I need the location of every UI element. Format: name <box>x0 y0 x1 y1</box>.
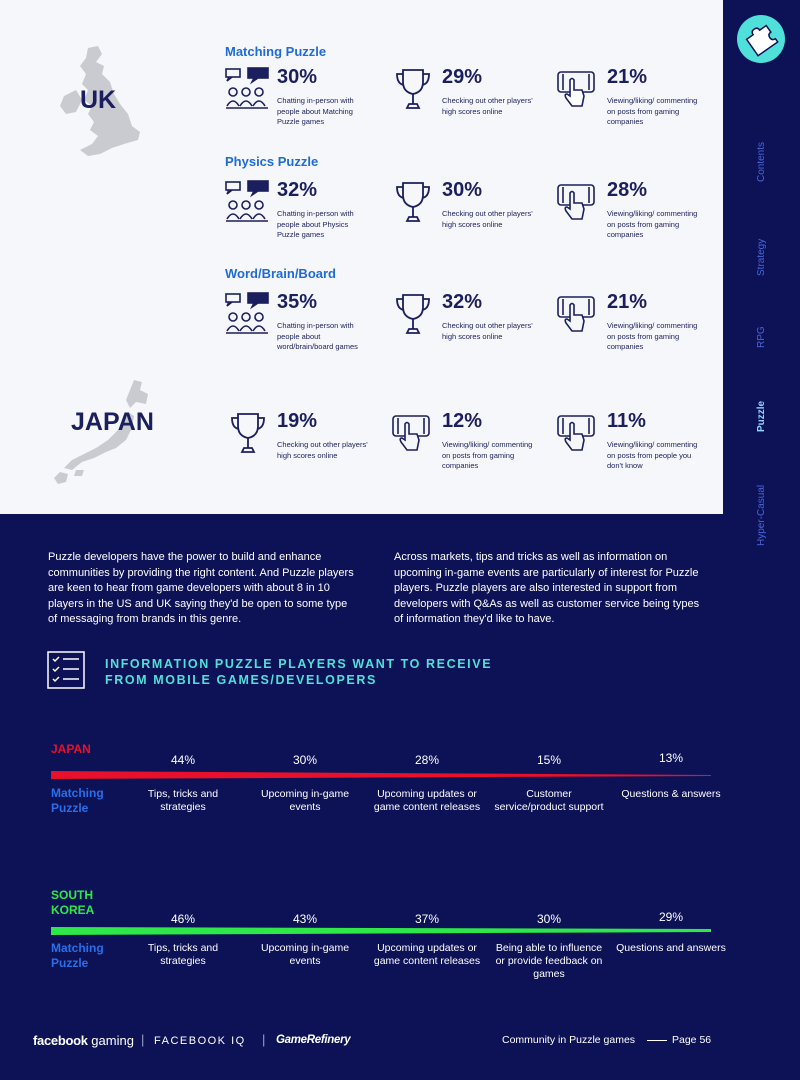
puzzle-icon <box>737 15 785 63</box>
chart-category-tick: Customer service/product support <box>494 788 604 813</box>
category-title: Physics Puzzle <box>225 154 319 169</box>
footer-divider: | <box>141 1032 145 1047</box>
uk-label: UK <box>80 86 117 114</box>
stat-description: Checking out other players' high scores … <box>277 440 368 460</box>
info-title-line1: INFORMATION PUZZLE PLAYERS WANT TO RECEI… <box>105 657 493 671</box>
stat-description: Checking out other players' high scores … <box>442 96 533 116</box>
stat-percent: 30% <box>277 66 318 88</box>
chart-country-label: JAPAN <box>51 742 91 756</box>
trophy-icon <box>396 69 430 109</box>
sidebar <box>723 0 800 514</box>
chart-category-tick: Tips, tricks and strategies <box>147 942 219 967</box>
stat-description: Chatting in-person with people about Phy… <box>277 209 354 239</box>
chart-value-label: 44% <box>170 753 196 767</box>
stat-percent: 21% <box>607 66 648 88</box>
stat-percent: 11% <box>607 410 646 432</box>
sidebar-item-contents[interactable]: Contents <box>756 141 767 182</box>
sidebar-item-hyper-casual[interactable]: Hyper-Casual <box>756 484 767 546</box>
chart-category-tick: Upcoming in-game events <box>260 788 350 813</box>
chat-people-icon <box>225 180 269 222</box>
phone-tap-icon <box>392 415 430 451</box>
chat-people-icon <box>225 292 269 334</box>
top-panel: UK JAPAN Matching Puzzle Physics Puzzle … <box>0 0 723 514</box>
category-title: Word/Brain/Board <box>225 266 336 281</box>
japan-trend-bar <box>51 771 711 779</box>
footer-divider: | <box>262 1032 266 1047</box>
markets-paragraph: Across markets, tips and tricks as well … <box>394 551 700 625</box>
chat-people-icon <box>225 67 269 109</box>
chart-value-label: 29% <box>658 910 684 924</box>
chart-value-label: 13% <box>658 751 684 765</box>
footer-dash <box>647 1040 667 1041</box>
facebook-wordmark: facebook <box>33 1033 88 1048</box>
chart-category-tick: Questions and answers <box>616 942 726 954</box>
info-title-line2: FROM MOBILE GAMES/DEVELOPERS <box>105 673 377 687</box>
stat-percent: 32% <box>442 291 483 313</box>
chart-value-label: 30% <box>536 912 562 926</box>
japan-label: JAPAN <box>71 408 154 436</box>
info-title: INFORMATION PUZZLE PLAYERS WANT TO RECEI… <box>105 656 565 688</box>
chart-category-tick: Upcoming in-game events <box>260 942 350 967</box>
chart-value-label: 43% <box>292 912 318 926</box>
stat-percent: 19% <box>277 410 318 432</box>
stat-description: Viewing/liking/ commenting on posts from… <box>607 96 698 126</box>
category-title: Matching Puzzle <box>225 44 327 59</box>
sidebar-item-rpg[interactable]: RPG <box>756 326 767 348</box>
stat-percent: 35% <box>277 291 318 313</box>
stat-description: Checking out other players' high scores … <box>442 321 533 341</box>
trophy-icon <box>396 182 430 222</box>
trophy-icon <box>396 294 430 334</box>
chart-value-label: 30% <box>292 753 318 767</box>
phone-tap-icon <box>557 296 595 332</box>
chart-category-tick: Tips, tricks and strategies <box>147 788 219 813</box>
gaming-wordmark: gaming <box>91 1033 134 1048</box>
chart-category-tick: Upcoming updates or game content release… <box>373 788 481 813</box>
page-number: Page 56 <box>672 1034 712 1046</box>
sidebar-item-puzzle[interactable]: Puzzle <box>756 400 767 432</box>
stat-description: Checking out other players' high scores … <box>442 209 533 229</box>
checklist-icon <box>47 651 85 689</box>
stat-percent: 32% <box>277 179 318 201</box>
stat-description: Viewing/liking/ commenting on posts from… <box>607 209 698 239</box>
japan-map-icon <box>54 380 148 484</box>
stat-percent: 30% <box>442 179 483 201</box>
gamerefinery-logo: GameRefinery <box>276 1034 351 1046</box>
stat-description: Viewing/liking/ commenting on posts from… <box>607 321 698 351</box>
phone-tap-icon <box>557 71 595 107</box>
sidebar-item-strategy[interactable]: Strategy <box>756 238 767 276</box>
uk-map-icon <box>60 46 140 156</box>
chart-value-label: 28% <box>414 753 440 767</box>
chart-value-label: 15% <box>536 753 562 767</box>
chart-category-tick: Being able to influence or provide feedb… <box>495 942 603 980</box>
stat-description: Chatting in-person with people about Mat… <box>277 96 354 126</box>
phone-tap-icon <box>557 184 595 220</box>
chart-value-label: 46% <box>170 912 196 926</box>
stat-percent: 21% <box>607 291 648 313</box>
trophy-icon <box>231 413 265 453</box>
chart-category-label: Matching Puzzle <box>51 941 104 970</box>
chart-category-label: Matching Puzzle <box>51 786 104 815</box>
phone-tap-icon <box>557 415 595 451</box>
korea-trend-bar <box>51 927 711 935</box>
chart-category-tick: Upcoming updates or game content release… <box>373 942 481 967</box>
chart-country-label: SOUTH KOREA <box>51 888 95 917</box>
chart-category-tick: Questions & answers <box>621 788 721 800</box>
stat-description: Viewing/liking/ commenting on posts from… <box>607 440 698 470</box>
stat-description: Viewing/liking/ commenting on posts from… <box>442 440 533 470</box>
facebook-iq-logo: FACEBOOK IQ <box>154 1035 246 1047</box>
stat-percent: 29% <box>442 66 483 88</box>
stat-description: Chatting in-person with people about wor… <box>277 321 358 351</box>
stat-percent: 12% <box>442 410 483 432</box>
intro-paragraph: Puzzle developers have the power to buil… <box>48 551 354 625</box>
chart-value-label: 37% <box>414 912 440 926</box>
stat-percent: 28% <box>607 179 648 201</box>
footer-section: Community in Puzzle games <box>502 1034 636 1046</box>
facebook-logo: facebook gaming <box>33 1033 134 1048</box>
